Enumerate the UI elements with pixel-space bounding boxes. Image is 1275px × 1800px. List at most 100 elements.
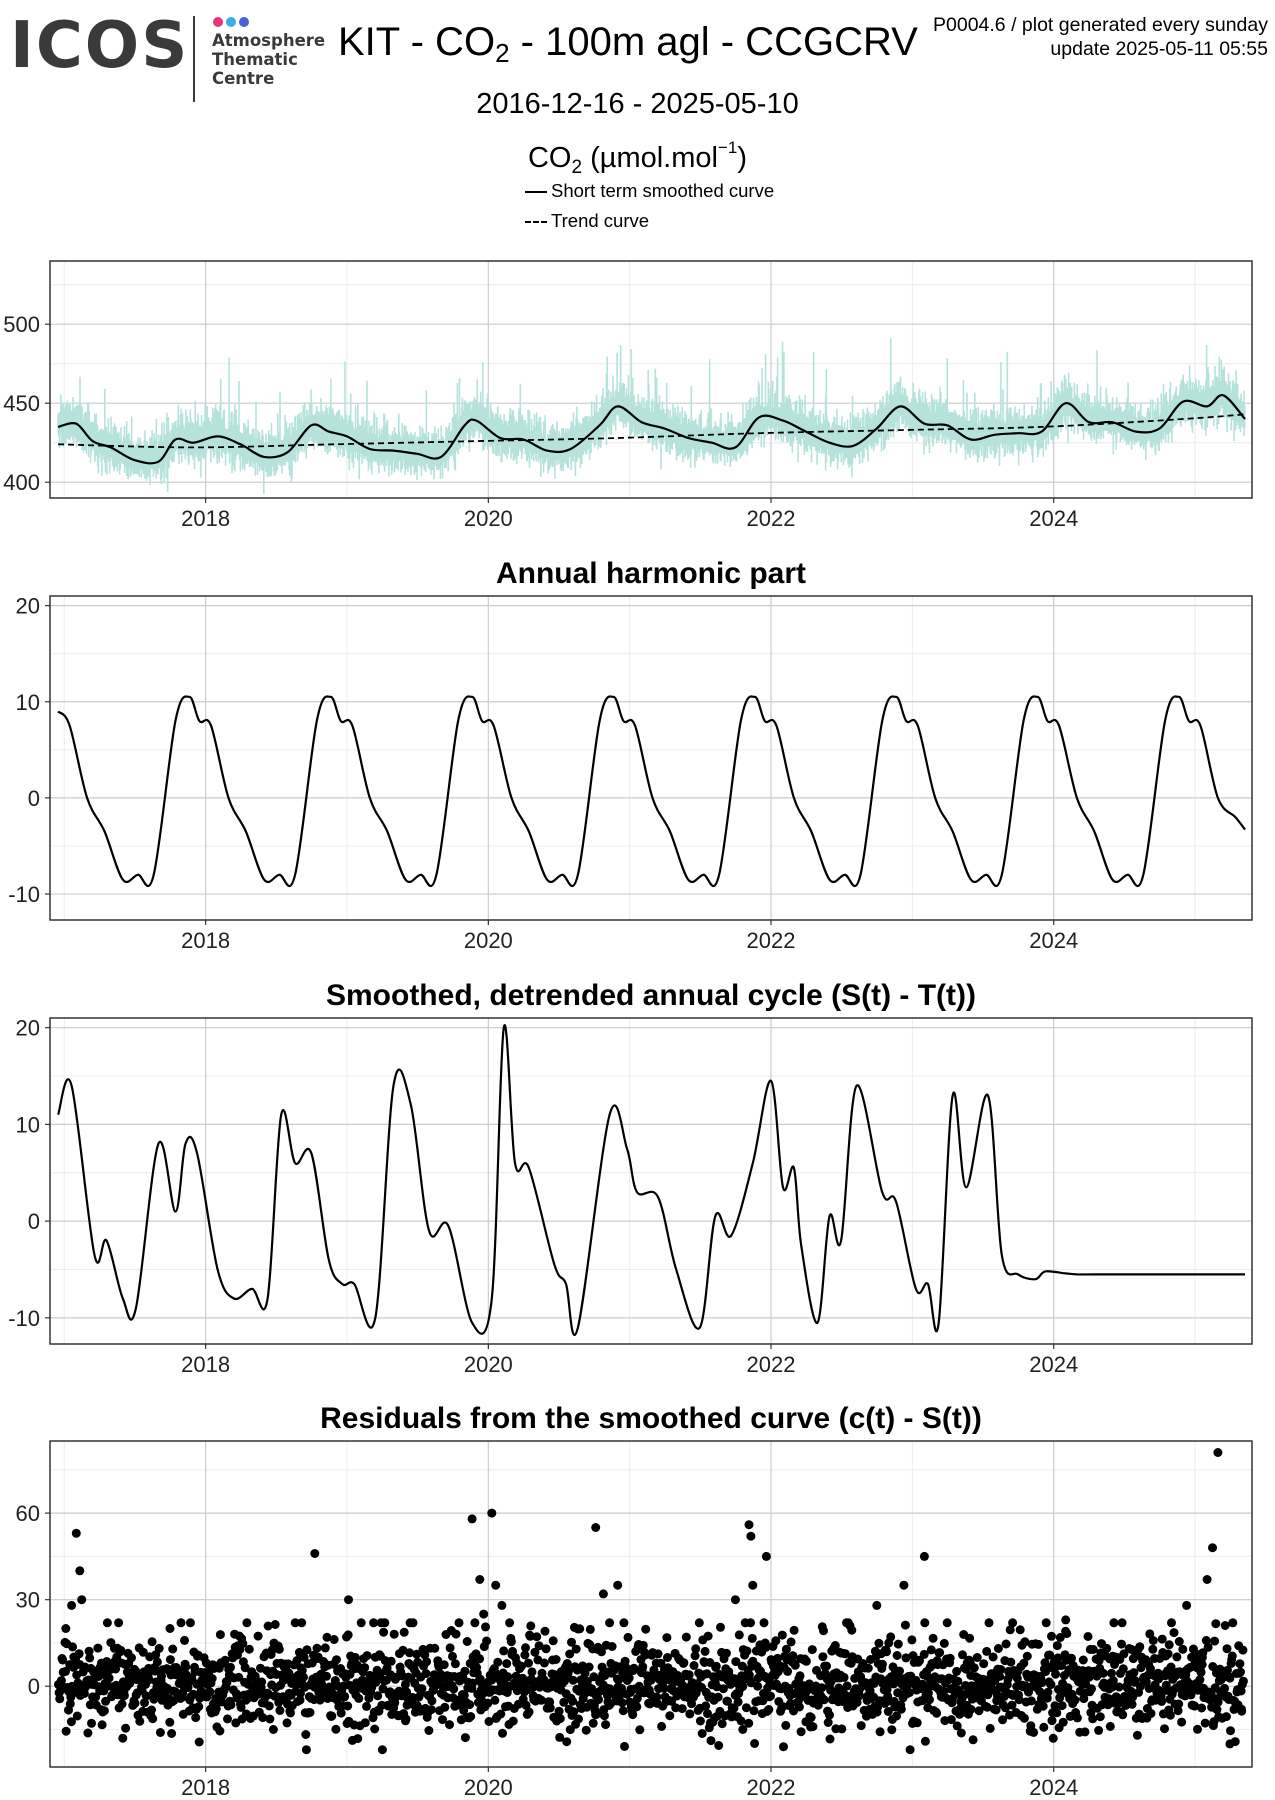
residual-point: [470, 1618, 480, 1628]
chart-title: Residuals from the smoothed curve (c(t) …: [320, 1402, 982, 1435]
residual-point: [822, 1661, 831, 1671]
residual-point: [662, 1633, 672, 1643]
residual-point: [786, 1637, 796, 1647]
residual-point: [1190, 1701, 1200, 1711]
residual-point: [837, 1724, 847, 1734]
residual-point: [72, 1711, 82, 1721]
residual-point: [571, 1644, 581, 1654]
residual-point: [165, 1717, 175, 1727]
residual-point: [223, 1714, 232, 1724]
residual-point: [738, 1681, 748, 1691]
residual-point: [407, 1692, 417, 1702]
residual-point: [1070, 1695, 1080, 1705]
residual-point: [144, 1675, 154, 1685]
residual-point: [807, 1645, 817, 1655]
residual-point: [484, 1717, 494, 1726]
residual-point: [855, 1691, 864, 1701]
residual-point: [526, 1621, 536, 1631]
residual-point: [588, 1718, 598, 1728]
residual-point: [733, 1697, 743, 1707]
residual-point: [350, 1652, 360, 1662]
residual-point: [167, 1729, 177, 1738]
page-title: KIT - CO2 - 100m agl - CCGCRV: [338, 20, 918, 69]
residual-outlier-point: [613, 1580, 623, 1590]
residual-point: [483, 1698, 493, 1708]
residual-point: [1212, 1705, 1222, 1715]
residual-point: [641, 1624, 651, 1634]
residual-point: [679, 1658, 689, 1668]
panel-frame: [49, 1017, 1253, 1345]
residual-point: [427, 1696, 437, 1706]
plot-area: [57, 695, 1246, 887]
residual-point: [585, 1624, 595, 1634]
residual-point: [1038, 1701, 1048, 1711]
residual-point: [450, 1659, 460, 1669]
residual-point: [234, 1672, 244, 1682]
residual-point: [1238, 1645, 1248, 1655]
residual-point: [736, 1716, 746, 1726]
residual-point: [257, 1677, 267, 1687]
residual-point: [499, 1646, 509, 1656]
residual-point: [920, 1736, 930, 1746]
plot-area: [54, 1448, 1248, 1755]
residual-point: [61, 1726, 71, 1736]
x-tick-label: 2018: [181, 506, 230, 531]
residual-point: [111, 1664, 121, 1674]
x-tick-label: 2022: [747, 1352, 796, 1377]
residual-point: [58, 1655, 68, 1665]
chart-panel-4: Residuals from the smoothed curve (c(t) …: [16, 1402, 1253, 1800]
residual-point: [1148, 1644, 1158, 1654]
residual-point: [290, 1618, 300, 1628]
residual-point: [562, 1737, 572, 1747]
residual-point: [932, 1708, 942, 1718]
residual-point: [1228, 1618, 1238, 1628]
residual-point: [813, 1700, 823, 1710]
residual-outlier-point: [67, 1600, 77, 1610]
residual-point: [360, 1663, 370, 1673]
residual-point: [788, 1651, 798, 1661]
residual-point: [1178, 1644, 1188, 1654]
chart-title: Smoothed, detrended annual cycle (S(t) -…: [326, 979, 976, 1012]
residual-point: [629, 1663, 639, 1673]
residual-point: [141, 1691, 151, 1701]
residual-point: [168, 1644, 178, 1654]
residual-point: [1127, 1699, 1137, 1709]
x-tick-label: 2020: [464, 1775, 513, 1800]
residual-point: [1057, 1701, 1067, 1711]
residual-point: [1174, 1699, 1184, 1709]
residual-point: [1108, 1676, 1118, 1686]
residual-point: [400, 1679, 410, 1689]
residual-point: [322, 1632, 332, 1642]
residual-point: [781, 1720, 791, 1730]
residual-point: [717, 1719, 727, 1729]
residual-point: [694, 1618, 704, 1628]
residual-point: [554, 1706, 564, 1716]
residual-point: [331, 1724, 341, 1734]
residual-point: [180, 1635, 189, 1645]
residual-point: [982, 1646, 992, 1656]
residual-point: [657, 1721, 667, 1731]
residual-point: [516, 1661, 526, 1671]
residual-point: [568, 1696, 578, 1706]
residual-point: [545, 1703, 555, 1713]
chart-panel-1: 400 450 500 2018 2020 2022 2024: [3, 260, 1253, 531]
residual-point: [723, 1696, 732, 1706]
residual-point: [1045, 1650, 1055, 1660]
residual-point: [268, 1725, 278, 1734]
residual-point: [1107, 1668, 1116, 1678]
residual-point: [919, 1649, 929, 1659]
residual-point: [808, 1722, 818, 1732]
residual-point: [706, 1736, 716, 1746]
title-suffix: - 100m agl - CCGCRV: [509, 20, 918, 64]
residual-point: [912, 1718, 922, 1728]
residual-point: [1163, 1649, 1173, 1659]
residual-outlier-point: [71, 1528, 81, 1538]
residual-point: [741, 1703, 751, 1713]
residual-point: [370, 1724, 380, 1734]
residual-point: [996, 1665, 1006, 1674]
residual-point: [1226, 1726, 1235, 1736]
residual-point: [1088, 1645, 1098, 1654]
residual-point: [147, 1637, 157, 1647]
residual-point: [1235, 1659, 1245, 1669]
residual-point: [713, 1692, 723, 1702]
